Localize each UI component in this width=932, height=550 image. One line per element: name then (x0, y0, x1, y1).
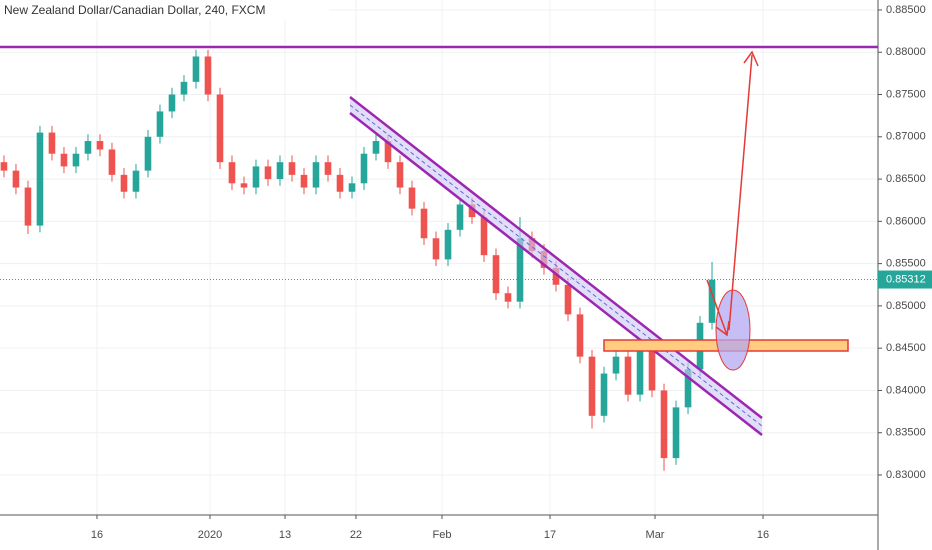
candle-body (468, 204, 476, 218)
arrow-down (706, 279, 728, 336)
candle-body (0, 162, 8, 171)
candle-body (324, 162, 332, 175)
candle-body (120, 174, 128, 192)
candle-body (612, 356, 620, 374)
x-tick-label: 2020 (198, 529, 222, 541)
candle-body (36, 132, 44, 226)
candle-body (480, 217, 488, 256)
candle-body (576, 314, 584, 357)
candle-body (12, 170, 20, 188)
y-tick-label: 0.86000 (886, 215, 926, 227)
arrow-up (728, 54, 753, 331)
x-tick-label: 16 (757, 529, 769, 541)
y-tick-label: 0.88000 (886, 46, 926, 58)
y-tick-label: 0.85500 (886, 258, 926, 270)
candle-body (420, 208, 428, 239)
candle-body (204, 56, 212, 95)
candle-body (432, 238, 440, 260)
y-tick-label: 0.83500 (886, 427, 926, 439)
candle-body (264, 166, 272, 180)
candle-body (444, 229, 452, 260)
channel-bottom (349, 112, 763, 436)
candle-body (636, 348, 644, 395)
candle-body (624, 356, 632, 395)
y-tick-label: 0.84500 (886, 342, 926, 354)
candle-body (408, 187, 416, 209)
candle-body (348, 183, 356, 192)
candle-body (384, 141, 392, 163)
chart-title: New Zealand Dollar/Canadian Dollar, 240,… (4, 3, 265, 17)
candle-body (564, 284, 572, 315)
candle-body (396, 162, 404, 188)
candle-body (144, 136, 152, 171)
candle-body (660, 390, 668, 459)
candle-body (684, 369, 692, 408)
y-tick-label: 0.87000 (886, 131, 926, 143)
candle-body (228, 162, 236, 184)
candle-body (84, 141, 92, 154)
candle-body (24, 187, 32, 226)
y-tick-label: 0.88500 (886, 4, 926, 16)
candle-body (648, 348, 656, 391)
candle-body (456, 204, 464, 230)
y-tick-label: 0.86500 (886, 173, 926, 185)
candle-body (708, 279, 716, 323)
axes: 0.88500 0.88000 0.87500 0.87000 0.86500 0.860… (91, 4, 932, 541)
y-tick-label: 0.87500 (886, 88, 926, 100)
last-price-label: 0.85312 (886, 273, 926, 285)
arrow-up-head (743, 50, 759, 67)
candle-body (60, 153, 68, 167)
y-tick-label: 0.84000 (886, 384, 926, 396)
title-bg (0, 0, 330, 20)
candle-body (372, 141, 380, 154)
candle-body (180, 81, 188, 95)
candle-body (552, 267, 560, 285)
candle-body (588, 356, 596, 416)
y-tick-label: 0.83000 (886, 469, 926, 481)
x-tick-label: 16 (91, 529, 103, 541)
candle-body (600, 373, 608, 416)
channel-top (349, 96, 763, 419)
candle-body (216, 94, 224, 163)
candle-body (108, 149, 116, 175)
candle-body (516, 238, 524, 302)
candle-body (276, 162, 284, 180)
x-tick-label: 13 (279, 529, 291, 541)
candle-body (300, 174, 308, 188)
candle-body (96, 141, 104, 150)
candle-body (492, 255, 500, 294)
channel-mid (349, 104, 763, 427)
last-price-box (878, 270, 932, 289)
candle-body (156, 111, 164, 137)
x-tick-label: 22 (350, 529, 362, 541)
candle-body (672, 407, 680, 459)
candle-body (168, 94, 176, 112)
candle-body (192, 56, 200, 82)
candle-body (240, 183, 248, 188)
candle-body (252, 166, 260, 188)
candle-body (504, 293, 512, 302)
x-tick-label: Feb (433, 529, 452, 541)
candle-body (48, 132, 56, 154)
candle-body (72, 153, 80, 167)
arrow-down-head (715, 320, 730, 337)
candle-body (132, 170, 140, 192)
candle-body (360, 153, 368, 184)
x-tick-label: 17 (544, 529, 556, 541)
x-tick-label: Mar (646, 529, 665, 541)
candles (0, 49, 878, 471)
y-tick-label: 0.85000 (886, 300, 926, 312)
candle-body (336, 174, 344, 192)
candle-body (312, 162, 320, 188)
candle-body (288, 162, 296, 175)
